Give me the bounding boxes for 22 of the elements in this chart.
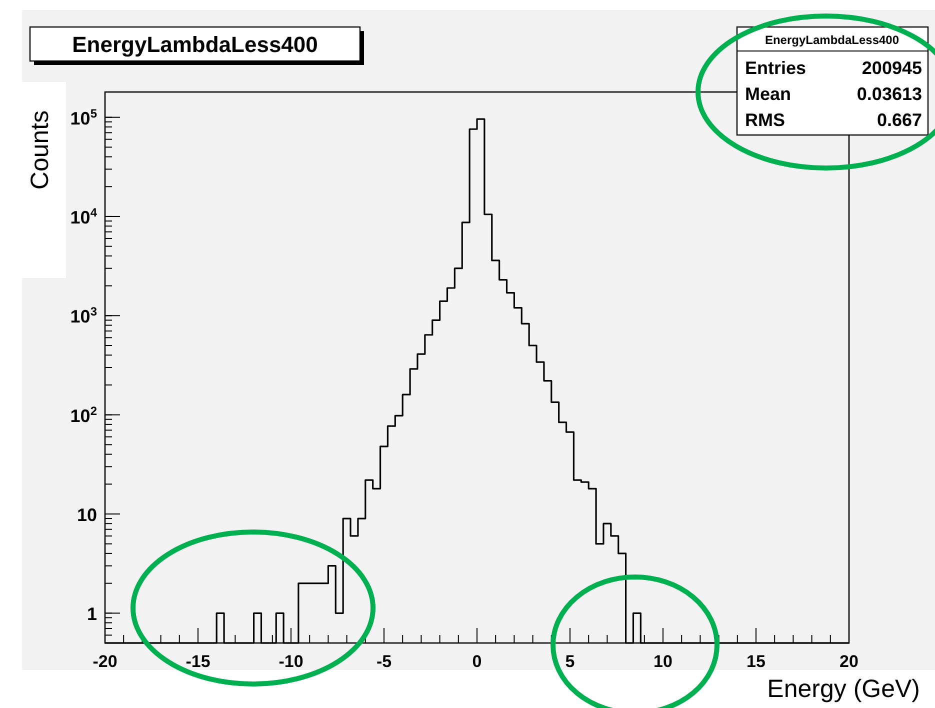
text: EnergyLambdaLess400 <box>764 33 900 47</box>
y-tick-label: 1 <box>86 604 97 624</box>
y-tick-label: 10$^{2}$ <box>70 404 98 426</box>
text: RMS 0.667 <box>745 110 922 130</box>
x-tick-label: -5 <box>376 652 392 671</box>
text: Mean 0.03613 <box>745 84 922 104</box>
x-tick-label: 5 <box>565 652 575 671</box>
y-tick-label: 10$^{4}$ <box>70 205 98 228</box>
x-axis-title: Energy (GeV) <box>767 675 920 703</box>
text: Entries 200945 <box>745 58 922 78</box>
x-tick-label: 10 <box>654 652 672 671</box>
y-tick-label: 10$^{5}$ <box>70 106 98 128</box>
x-tick-label: 15 <box>746 652 766 671</box>
chart-title: EnergyLambdaLess400 <box>72 32 318 57</box>
y-tick-label: 10$^{3}$ <box>70 304 98 327</box>
y-tick-label: 10 <box>76 504 97 525</box>
x-tick-label: 20 <box>840 652 858 671</box>
x-tick-label: 0 <box>472 652 482 671</box>
x-tick-label: -15 <box>186 652 210 671</box>
y-axis-title: Counts <box>26 110 54 190</box>
x-tick-label: -10 <box>278 652 304 671</box>
x-tick-label: -20 <box>92 652 118 671</box>
